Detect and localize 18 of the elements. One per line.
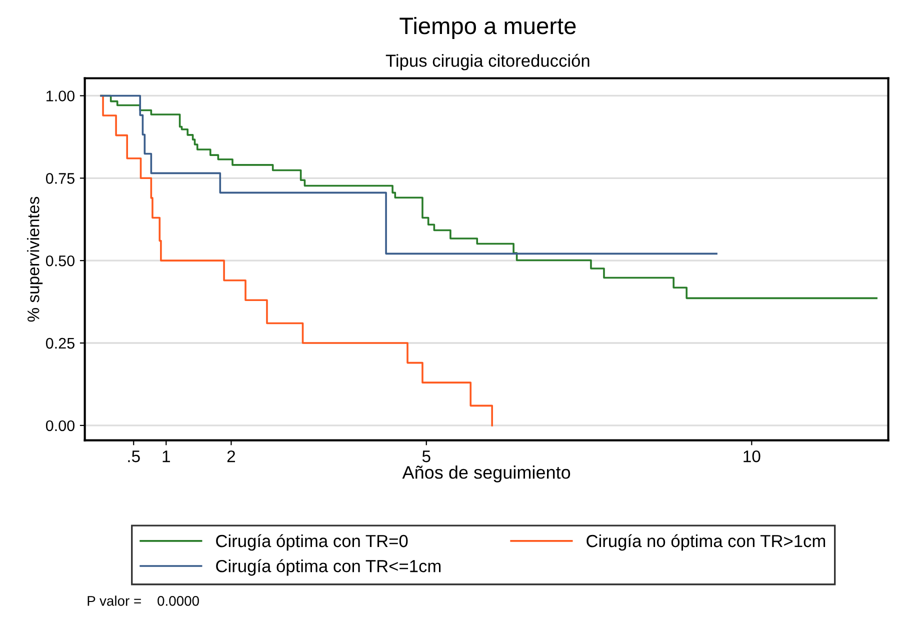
y-tick-label: 0.25	[46, 338, 74, 349]
legend-label: Cirugía óptima con TR<=1cm	[216, 559, 441, 576]
y-axis-title: % supervivientes	[27, 196, 43, 322]
x-tick-label: 1	[162, 450, 170, 462]
y-tick-label: 0.00	[46, 420, 74, 432]
y-tick-label: 0.75	[46, 173, 74, 184]
y-tick-label: 0.50	[46, 255, 74, 266]
legend-label: Cirugía óptima con TR=0	[216, 534, 408, 551]
legend-label: Cirugía no óptima con TR>1cm	[586, 534, 826, 551]
x-tick-label: .5	[128, 450, 140, 462]
chart-subtitle: Tipus cirugia citoreducción	[386, 54, 590, 70]
text: P valor = 0.0000	[88, 596, 199, 606]
y-tick-label: 1.00	[46, 90, 74, 102]
x-axis-title: Años de seguimiento	[402, 466, 570, 482]
x-tick-label: 10	[744, 450, 760, 462]
chart-title: Tiempo a muerte	[400, 16, 576, 39]
x-tick-label: 2	[227, 450, 235, 462]
x-tick-label: 5	[422, 450, 430, 462]
